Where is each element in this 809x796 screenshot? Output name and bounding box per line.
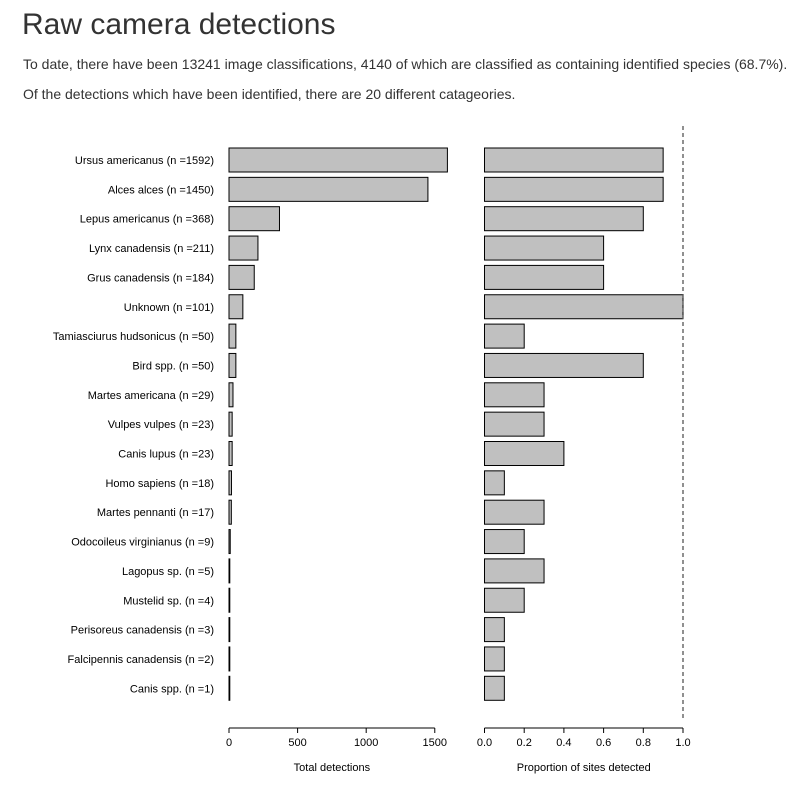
proportion-sites-bar xyxy=(484,206,644,232)
proportion-sites-bar xyxy=(484,176,664,202)
total-detections-bar xyxy=(228,499,232,525)
x-axis-title: Total detections xyxy=(294,762,371,774)
category-label: Martes americana (n =29) xyxy=(88,390,214,402)
category-label: Perisoreus canadensis (n =3) xyxy=(71,625,214,637)
proportion-sites-bar xyxy=(484,470,505,496)
category-label: Lepus americanus (n =368) xyxy=(80,214,214,226)
total-detections-bar xyxy=(228,441,233,466)
proportion-sites-bar xyxy=(484,264,605,290)
category-label: Lynx canadensis (n =211) xyxy=(89,243,214,255)
total-detections-bar xyxy=(228,352,237,378)
proportion-sites-bar xyxy=(484,147,664,173)
proportion-sites-bar xyxy=(484,235,605,261)
proportion-sites-bar xyxy=(484,294,684,320)
total-detections-panel: 0 500 1000 1500 Total detections xyxy=(226,147,448,774)
proportion-sites-bar xyxy=(484,382,545,408)
total-detections-bar xyxy=(228,558,231,584)
proportion-sites-bar xyxy=(484,411,545,437)
category-label: Vulpes vulpes (n =23) xyxy=(108,419,214,431)
total-detections-bar xyxy=(228,411,233,437)
category-label: Martes pennanti (n =17) xyxy=(97,507,214,519)
proportion-sites-bar xyxy=(484,441,565,466)
proportion-sites-bar xyxy=(484,499,545,525)
category-label: Unknown (n =101) xyxy=(124,302,214,314)
proportion-sites-bar xyxy=(484,646,505,672)
proportion-sites-panel: 0.0 0.2 0.4 0.6 0.8 1.0 Proportion of sites de… xyxy=(477,126,691,774)
intro-category-summary: Of the detections which have been identi… xyxy=(23,86,516,102)
total-detections-bar xyxy=(228,675,231,701)
category-label: Canis spp. (n =1) xyxy=(130,683,214,695)
proportion-sites-bar xyxy=(484,323,525,349)
total-detections-bar xyxy=(228,264,255,290)
x-tick-label: 500 xyxy=(288,737,306,749)
total-detections-bar xyxy=(228,176,429,202)
proportion-sites-bar xyxy=(484,558,545,584)
total-detections-bar xyxy=(228,147,448,173)
x-tick-label: 0.8 xyxy=(636,737,651,749)
x-tick-label: 0 xyxy=(226,737,232,749)
x-tick-label: 0.2 xyxy=(517,737,532,749)
total-detections-bar xyxy=(228,617,231,643)
total-detections-bar xyxy=(228,587,231,613)
proportion-sites-bar xyxy=(484,617,505,643)
total-detections-bar xyxy=(228,235,259,261)
category-label: Odocoileus virginianus (n =9) xyxy=(71,537,214,549)
total-detections-bar xyxy=(228,529,231,555)
intro-classification-summary: To date, there have been 13241 image cla… xyxy=(23,56,788,72)
total-detections-bar xyxy=(228,470,232,496)
proportion-sites-bar xyxy=(484,675,505,701)
x-tick-label: 1000 xyxy=(354,737,378,749)
category-label: Mustelid sp. (n =4) xyxy=(123,595,214,607)
detections-chart: Ursus americanus (n =1592) Alces alces (n… xyxy=(53,126,691,774)
category-label: Alces alces (n =1450) xyxy=(108,184,214,196)
category-label: Lagopus sp. (n =5) xyxy=(122,566,214,578)
total-detections-bar xyxy=(228,294,244,320)
x-tick-label: 0.0 xyxy=(477,737,492,749)
page-title: Raw camera detections xyxy=(22,8,336,41)
total-detections-bar xyxy=(228,646,231,672)
category-label: Bird spp. (n =50) xyxy=(132,360,214,372)
x-tick-label: 0.6 xyxy=(596,737,611,749)
total-detections-bar xyxy=(228,323,237,349)
x-tick-label: 0.4 xyxy=(556,737,571,749)
proportion-sites-bar xyxy=(484,529,525,555)
category-label: Homo sapiens (n =18) xyxy=(105,478,214,490)
x-axis-title: Proportion of sites detected xyxy=(517,762,651,774)
total-detections-bar xyxy=(228,206,280,232)
category-label: Tamiasciurus hudsonicus (n =50) xyxy=(53,331,214,343)
x-tick-label: 1500 xyxy=(423,737,447,749)
category-label: Grus canadensis (n =184) xyxy=(87,272,214,284)
category-label: Ursus americanus (n =1592) xyxy=(75,155,214,167)
category-labels: Ursus americanus (n =1592) Alces alces (n… xyxy=(53,155,214,695)
x-tick-label: 1.0 xyxy=(675,737,690,749)
proportion-sites-bar xyxy=(484,352,644,378)
category-label: Falcipennis canadensis (n =2) xyxy=(68,654,214,666)
total-detections-bar xyxy=(228,382,234,408)
proportion-sites-bar xyxy=(484,587,525,613)
category-label: Canis lupus (n =23) xyxy=(118,449,214,461)
